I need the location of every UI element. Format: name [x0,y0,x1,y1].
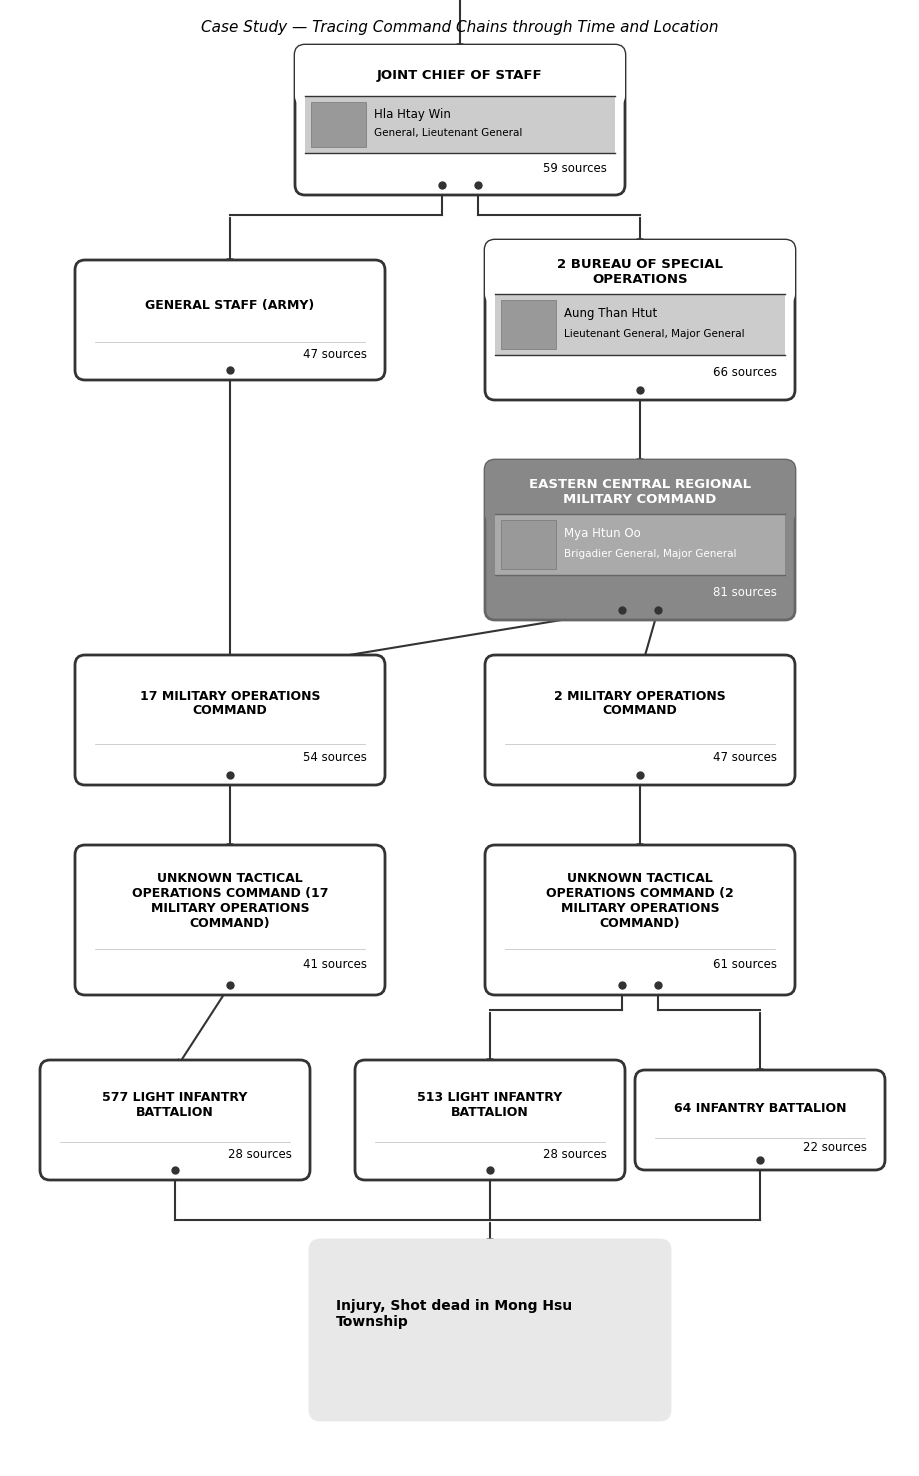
FancyBboxPatch shape [295,44,624,106]
Text: 513 LIGHT INFANTRY
BATTALION: 513 LIGHT INFANTRY BATTALION [417,1091,562,1119]
Text: 2 BUREAU OF SPECIAL
OPERATIONS: 2 BUREAU OF SPECIAL OPERATIONS [556,258,722,286]
FancyBboxPatch shape [310,1240,669,1420]
FancyBboxPatch shape [494,576,784,610]
FancyBboxPatch shape [355,1060,624,1179]
FancyBboxPatch shape [305,154,614,184]
FancyBboxPatch shape [75,655,384,785]
Text: JOINT CHIEF OF STAFF: JOINT CHIEF OF STAFF [377,69,542,83]
FancyBboxPatch shape [484,655,794,785]
Text: 59 sources: 59 sources [542,162,607,176]
FancyBboxPatch shape [501,300,555,348]
FancyBboxPatch shape [75,260,384,379]
FancyBboxPatch shape [634,1070,884,1170]
Text: Brigadier General, Major General: Brigadier General, Major General [563,549,736,558]
FancyBboxPatch shape [311,102,366,148]
Text: 47 sources: 47 sources [712,751,777,765]
FancyBboxPatch shape [484,461,794,524]
Text: 66 sources: 66 sources [712,366,777,379]
Text: EASTERN CENTRAL REGIONAL
MILITARY COMMAND: EASTERN CENTRAL REGIONAL MILITARY COMMAN… [528,478,750,506]
Text: 22 sources: 22 sources [802,1141,866,1154]
Text: 81 sources: 81 sources [712,586,777,599]
Text: Mya Htun Oo: Mya Htun Oo [563,527,640,540]
FancyBboxPatch shape [484,844,794,995]
FancyBboxPatch shape [295,44,624,195]
FancyBboxPatch shape [484,241,794,400]
FancyBboxPatch shape [494,514,784,576]
Text: GENERAL STAFF (ARMY): GENERAL STAFF (ARMY) [145,298,314,311]
Text: Aung Than Htut: Aung Than Htut [563,307,656,320]
Text: 17 MILITARY OPERATIONS
COMMAND: 17 MILITARY OPERATIONS COMMAND [140,689,320,717]
Text: 47 sources: 47 sources [302,347,367,360]
FancyBboxPatch shape [494,294,784,356]
FancyBboxPatch shape [305,96,614,154]
Text: 61 sources: 61 sources [712,958,777,971]
Text: Hla Htay Win: Hla Htay Win [374,108,450,121]
FancyBboxPatch shape [484,461,794,620]
Text: Lieutenant General, Major General: Lieutenant General, Major General [563,329,743,338]
Text: 2 MILITARY OPERATIONS
COMMAND: 2 MILITARY OPERATIONS COMMAND [553,689,725,717]
Text: UNKNOWN TACTICAL
OPERATIONS COMMAND (17
MILITARY OPERATIONS
COMMAND): UNKNOWN TACTICAL OPERATIONS COMMAND (17 … [131,871,328,930]
FancyBboxPatch shape [494,356,784,390]
Text: Injury, Shot dead in Mong Hsu
Township: Injury, Shot dead in Mong Hsu Township [335,1299,572,1328]
Text: 28 sources: 28 sources [228,1147,291,1160]
Text: 577 LIGHT INFANTRY
BATTALION: 577 LIGHT INFANTRY BATTALION [102,1091,247,1119]
FancyBboxPatch shape [501,520,555,570]
Text: 41 sources: 41 sources [302,958,367,971]
Text: Case Study — Tracing Command Chains through Time and Location: Case Study — Tracing Command Chains thro… [201,21,718,35]
FancyBboxPatch shape [75,844,384,995]
FancyBboxPatch shape [40,1060,310,1179]
Text: General, Lieutenant General: General, Lieutenant General [374,128,522,139]
FancyBboxPatch shape [484,241,794,304]
Text: 54 sources: 54 sources [302,751,367,765]
Text: 28 sources: 28 sources [542,1147,607,1160]
Text: UNKNOWN TACTICAL
OPERATIONS COMMAND (2
MILITARY OPERATIONS
COMMAND): UNKNOWN TACTICAL OPERATIONS COMMAND (2 M… [546,871,733,930]
Text: 64 INFANTRY BATTALION: 64 INFANTRY BATTALION [673,1101,845,1114]
